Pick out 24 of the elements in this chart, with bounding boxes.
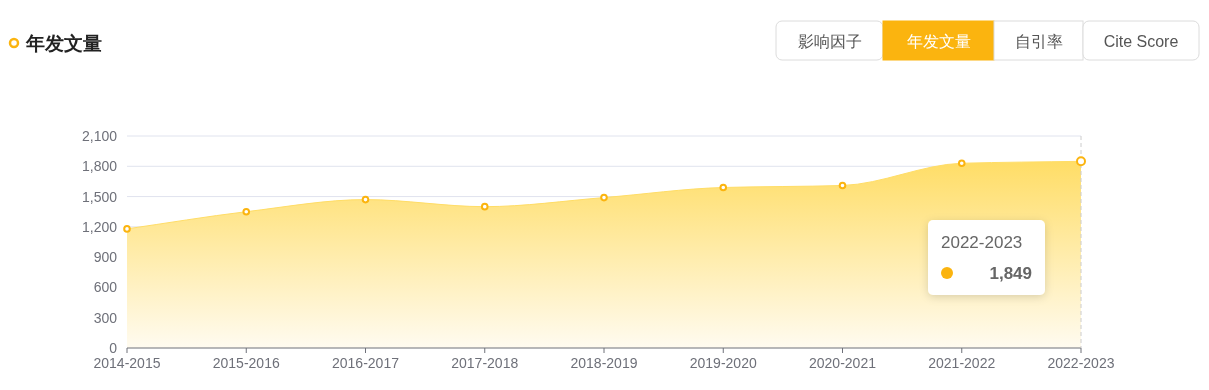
y-tick-label: 600: [93, 279, 118, 296]
x-tick-label: 2021-2022: [928, 355, 996, 371]
chart-title: 年发文量: [25, 33, 102, 54]
x-tick-label: 2022-2023: [1047, 355, 1115, 371]
y-tick-label: 1,200: [81, 218, 118, 235]
text: 影响因子: [797, 33, 862, 50]
y-tick-label: 1,500: [81, 188, 118, 205]
text: Cite Score: [1103, 33, 1179, 50]
y-tick-label: 900: [93, 249, 118, 266]
text: 自引率: [1014, 33, 1063, 50]
x-tick-label: 2016-2017: [332, 355, 400, 371]
annotation: 1,849: [989, 264, 1032, 283]
x-tick-label: 2015-2016: [212, 355, 280, 371]
x-tick-label: 2017-2018: [451, 355, 519, 371]
x-tick-label: 2019-2020: [689, 355, 757, 371]
annotation: 2022-2023: [941, 233, 1023, 252]
text: 年发文量: [906, 33, 971, 50]
x-tick-label: 2018-2019: [570, 355, 638, 371]
y-tick-label: 0: [109, 340, 118, 356]
x-tick-label: 2020-2021: [809, 355, 877, 371]
y-tick-label: 300: [93, 309, 118, 326]
y-tick-label: 2,100: [81, 128, 118, 144]
x-tick-label: 2014-2015: [93, 355, 161, 371]
y-tick-label: 1,800: [81, 158, 118, 175]
